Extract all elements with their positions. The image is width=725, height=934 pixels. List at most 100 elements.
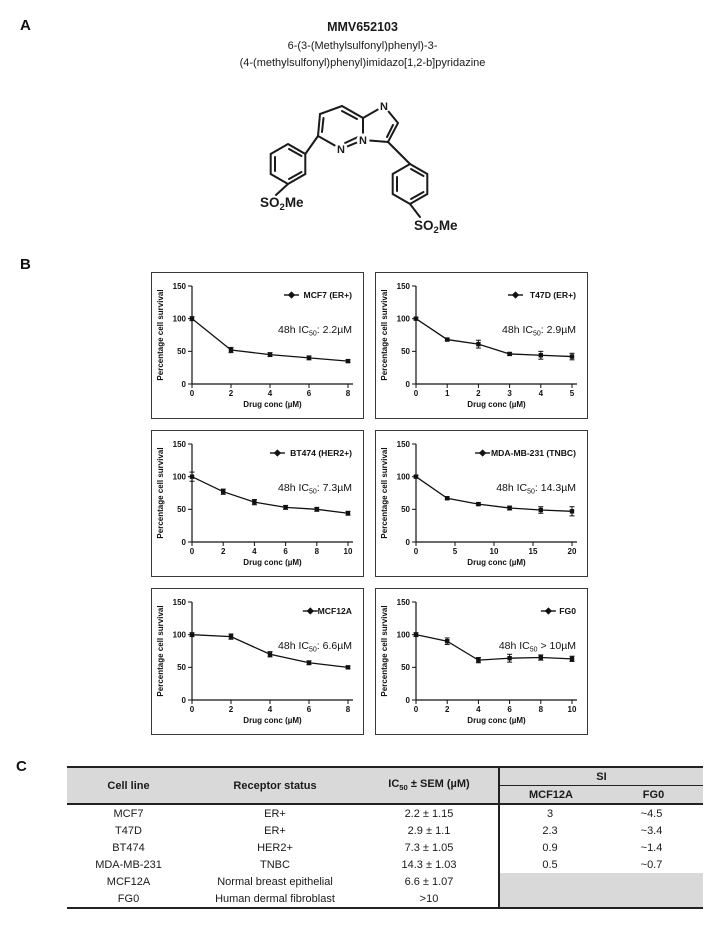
table-cell-si-fg0: ~0.7 (640, 858, 663, 871)
x-tick-label: 10 (490, 547, 499, 556)
legend-label: T47D (ER+) (530, 290, 576, 300)
data-point-marker (476, 657, 481, 663)
y-tick-label: 0 (182, 696, 187, 705)
y-tick-label: 150 (173, 598, 187, 607)
x-axis-label: Drug conc (µM) (243, 400, 302, 409)
chart-svg: 0 50 100 150 0 2 4 6 8 10 Percentage cell survival… (380, 598, 577, 725)
header-si-fg0: FG0 (642, 788, 665, 801)
data-point-marker (538, 507, 543, 513)
dose-response-chart: 0 50 100 150 0 2 4 6 8 10 Percentage cell survival… (151, 430, 364, 577)
data-point-marker (445, 639, 450, 644)
dose-response-chart: 0 50 100 150 0 5 10 15 20 Percentage cell surviva… (375, 430, 588, 577)
table-row: MDA-MB-231 TNBC 14.3 ± 1.03 0.5 ~0.7 (67, 856, 703, 873)
x-tick-label: 0 (190, 389, 195, 398)
compound-name-line2: (4-(methylsulfonyl)phenyl)imidazo[1,2-b]… (239, 57, 486, 69)
data-point-marker (221, 489, 226, 494)
x-tick-label: 0 (414, 389, 419, 398)
chart-svg: 0 50 100 150 0 2 4 6 8 10 Percentage cell survival… (156, 440, 353, 567)
data-point-marker (476, 501, 481, 507)
header-si: SI (500, 768, 703, 786)
y-axis-label: Percentage cell survival (380, 289, 389, 380)
data-point-marker (189, 316, 195, 321)
table-cell-cell-line: MDA-MB-231 (95, 858, 162, 871)
y-tick-label: 150 (397, 282, 411, 291)
data-point-marker (413, 474, 419, 479)
chart-svg: 0 50 100 150 0 2 4 6 8 Percentage cell survival Dr… (156, 282, 353, 409)
y-tick-label: 0 (406, 538, 411, 547)
x-tick-label: 0 (414, 547, 419, 556)
y-tick-label: 0 (182, 538, 187, 547)
y-tick-label: 100 (397, 472, 411, 481)
x-tick-label: 8 (539, 705, 544, 714)
x-tick-label: 2 (445, 705, 450, 714)
x-tick-label: 6 (307, 389, 312, 398)
compound-iupac-name: 6-(3-(Methylsulfonyl)phenyl)-3- (4-(meth… (0, 38, 725, 72)
data-point-marker (445, 496, 450, 501)
header-ic50-sem: IC50 ± SEM (µM) (388, 778, 470, 793)
legend-label: MCF7 (ER+) (304, 290, 353, 300)
y-axis-label: Percentage cell survival (156, 289, 165, 380)
x-tick-label: 0 (190, 547, 195, 556)
table-row: BT474 HER2+ 7.3 ± 1.05 0.9 ~1.4 (67, 839, 703, 856)
x-tick-label: 2 (476, 389, 481, 398)
ic50-annotation: 48h IC50: 14.3µM (496, 482, 576, 496)
table-cell-si-mcf12a: 3 (498, 805, 600, 822)
data-point-marker (445, 337, 450, 342)
x-tick-label: 5 (453, 547, 458, 556)
table-cell-cell-line: MCF12A (106, 875, 151, 888)
series-line (415, 476, 573, 512)
y-tick-label: 100 (397, 630, 411, 639)
data-point-marker (267, 352, 273, 357)
x-axis-label: Drug conc (µM) (467, 558, 526, 567)
chart-svg: 0 50 100 150 0 5 10 15 20 Percentage cell surviva… (380, 440, 577, 567)
data-point-marker (228, 347, 234, 353)
legend-label: FG0 (559, 606, 576, 616)
x-tick-label: 20 (568, 547, 577, 556)
data-point-marker (413, 632, 419, 637)
n-atom-label: N (359, 135, 367, 147)
header-cell-line: Cell line (107, 779, 150, 792)
x-tick-label: 8 (346, 705, 351, 714)
y-tick-label: 50 (401, 663, 410, 672)
y-tick-label: 0 (182, 380, 187, 389)
y-tick-label: 50 (177, 663, 186, 672)
table-cell-cell-line: T47D (115, 824, 142, 837)
panel-c-label: C (16, 758, 27, 775)
data-point-marker (507, 351, 512, 357)
y-tick-label: 100 (397, 314, 411, 323)
y-tick-label: 150 (397, 598, 411, 607)
chart-svg: 0 50 100 150 0 2 4 6 8 Percentage cell survival Dr… (156, 598, 353, 725)
x-tick-label: 3 (507, 389, 512, 398)
table-cell-ic50: 2.9 ± 1.1 (407, 824, 451, 837)
x-tick-label: 10 (344, 547, 353, 556)
table-cell-receptor: Normal breast epithelial (217, 875, 333, 888)
y-axis-label: Percentage cell survival (380, 605, 389, 696)
data-point-marker (267, 652, 273, 657)
y-tick-label: 50 (401, 347, 410, 356)
legend-label: MCF12A (318, 606, 352, 616)
data-point-marker (228, 634, 234, 639)
dose-response-chart-grid: 0 50 100 150 0 2 4 6 8 Percentage cell survival Dr… (151, 272, 589, 735)
x-tick-label: 4 (539, 389, 544, 398)
x-tick-label: 1 (445, 389, 450, 398)
y-axis-label: Percentage cell survival (156, 605, 165, 696)
x-axis-label: Drug conc (µM) (467, 716, 526, 725)
data-point-marker (538, 655, 543, 660)
data-point-marker (314, 507, 319, 512)
data-point-marker (538, 353, 543, 358)
table-cell-receptor: TNBC (260, 858, 290, 871)
dose-response-chart: 0 50 100 150 0 2 4 6 8 Percentage cell survival Dr… (151, 588, 364, 735)
x-tick-label: 6 (283, 547, 288, 556)
so2me-left-label: SO2Me (260, 195, 304, 213)
table-cell-ic50: 6.6 ± 1.07 (404, 875, 454, 888)
table-body: MCF7 ER+ 2.2 ± 1.15 3 ~4.5 T47D ER+ 2.9 ± 1.1 2.… (67, 805, 703, 907)
table-cell-receptor: ER+ (264, 824, 286, 837)
legend-label: BT474 (HER2+) (290, 448, 352, 458)
x-tick-label: 4 (268, 389, 273, 398)
table-cell-si-mcf12a: 0.9 (498, 839, 600, 856)
panel-b-label: B (20, 256, 31, 273)
table-cell-cell-line: BT474 (112, 841, 145, 854)
series-line (415, 634, 573, 661)
x-axis-label: Drug conc (µM) (243, 716, 302, 725)
table-cell-receptor: Human dermal fibroblast (215, 892, 335, 905)
